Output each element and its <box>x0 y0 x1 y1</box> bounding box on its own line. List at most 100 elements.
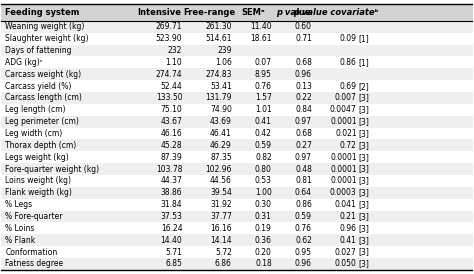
Text: 45.28: 45.28 <box>161 141 182 150</box>
Text: 0.96: 0.96 <box>295 259 312 269</box>
Text: 46.41: 46.41 <box>210 129 232 138</box>
Text: 0.22: 0.22 <box>295 93 312 102</box>
Text: [1]: [1] <box>358 58 369 67</box>
Text: 0.0001: 0.0001 <box>330 165 357 174</box>
Bar <box>1 116 473 128</box>
Text: Loins weight (kg): Loins weight (kg) <box>5 176 71 185</box>
Text: 0.64: 0.64 <box>295 188 312 197</box>
Text: Weaning weight (kg): Weaning weight (kg) <box>5 22 84 31</box>
Text: [3]: [3] <box>358 236 369 245</box>
Text: p value: p value <box>276 8 311 17</box>
Bar <box>1 175 473 187</box>
Text: % Fore-quarter: % Fore-quarter <box>5 212 63 221</box>
Text: 102.96: 102.96 <box>205 165 232 174</box>
Text: 0.41: 0.41 <box>255 117 272 126</box>
Text: 44.37: 44.37 <box>161 176 182 185</box>
Text: [3]: [3] <box>358 165 369 174</box>
Text: 16.16: 16.16 <box>210 224 232 233</box>
Text: 37.77: 37.77 <box>210 212 232 221</box>
Text: SEMᵃ: SEMᵃ <box>242 8 265 17</box>
Text: Leg perimeter (cm): Leg perimeter (cm) <box>5 117 79 126</box>
Text: 53.41: 53.41 <box>210 82 232 91</box>
Bar <box>1 21 473 33</box>
Text: 0.96: 0.96 <box>340 224 357 233</box>
Text: 0.21: 0.21 <box>340 212 357 221</box>
Text: 0.71: 0.71 <box>295 34 312 43</box>
Text: 0.20: 0.20 <box>255 248 272 257</box>
Text: Carcass yield (%): Carcass yield (%) <box>5 82 72 91</box>
Text: 0.0001: 0.0001 <box>330 117 357 126</box>
Text: 46.16: 46.16 <box>161 129 182 138</box>
Text: 0.30: 0.30 <box>255 200 272 209</box>
Text: 6.85: 6.85 <box>165 259 182 269</box>
Text: 0.69: 0.69 <box>340 82 357 91</box>
Bar <box>1 234 473 246</box>
Text: 0.0047: 0.0047 <box>330 105 357 114</box>
Text: 514.61: 514.61 <box>205 34 232 43</box>
Text: 0.86: 0.86 <box>340 58 357 67</box>
Bar <box>1 68 473 80</box>
Text: [3]: [3] <box>358 176 369 185</box>
Bar <box>1 45 473 56</box>
Text: 5.72: 5.72 <box>215 248 232 257</box>
Bar <box>1 128 473 139</box>
Text: Feeding system: Feeding system <box>5 8 80 17</box>
Bar <box>1 163 473 175</box>
Bar <box>1 246 473 258</box>
Text: 0.59: 0.59 <box>295 212 312 221</box>
Text: 14.40: 14.40 <box>161 236 182 245</box>
Text: [3]: [3] <box>358 200 369 209</box>
Text: 0.13: 0.13 <box>295 82 312 91</box>
Text: 0.84: 0.84 <box>295 105 312 114</box>
Text: 52.44: 52.44 <box>161 82 182 91</box>
Text: 261.30: 261.30 <box>205 22 232 31</box>
Text: Free-range: Free-range <box>183 8 235 17</box>
Text: 0.07: 0.07 <box>255 58 272 67</box>
Text: Thorax depth (cm): Thorax depth (cm) <box>5 141 76 150</box>
Text: Leg width (cm): Leg width (cm) <box>5 129 63 138</box>
Text: 0.31: 0.31 <box>255 212 272 221</box>
Text: 43.67: 43.67 <box>161 117 182 126</box>
Text: 239: 239 <box>217 46 232 55</box>
Text: 0.0001: 0.0001 <box>330 153 357 162</box>
Text: 0.53: 0.53 <box>255 176 272 185</box>
Text: 74.90: 74.90 <box>210 105 232 114</box>
Text: 0.007: 0.007 <box>335 93 357 102</box>
Bar <box>1 4 473 21</box>
Text: 0.021: 0.021 <box>335 129 357 138</box>
Text: 103.78: 103.78 <box>156 165 182 174</box>
Text: Carcass weight (kg): Carcass weight (kg) <box>5 70 81 79</box>
Text: 31.92: 31.92 <box>210 200 232 209</box>
Text: Days of fattening: Days of fattening <box>5 46 72 55</box>
Text: [3]: [3] <box>358 188 369 197</box>
Text: 87.35: 87.35 <box>210 153 232 162</box>
Text: 0.68: 0.68 <box>295 58 312 67</box>
Text: 0.0003: 0.0003 <box>330 188 357 197</box>
Text: 0.68: 0.68 <box>295 129 312 138</box>
Text: 0.59: 0.59 <box>255 141 272 150</box>
Bar <box>1 222 473 234</box>
Text: 232: 232 <box>168 46 182 55</box>
Text: 5.71: 5.71 <box>165 248 182 257</box>
Text: 1.57: 1.57 <box>255 93 272 102</box>
Text: 46.29: 46.29 <box>210 141 232 150</box>
Text: 0.80: 0.80 <box>255 165 272 174</box>
Text: 18.61: 18.61 <box>250 34 272 43</box>
Bar <box>1 199 473 211</box>
Bar <box>1 33 473 45</box>
Bar <box>1 139 473 151</box>
Text: Leg length (cm): Leg length (cm) <box>5 105 66 114</box>
Text: 1.10: 1.10 <box>165 58 182 67</box>
Text: p value covariateᵇ: p value covariateᵇ <box>293 8 379 17</box>
Bar <box>1 151 473 163</box>
Text: Legs weight (kg): Legs weight (kg) <box>5 153 69 162</box>
Text: 11.40: 11.40 <box>250 22 272 31</box>
Bar <box>1 56 473 68</box>
Bar <box>1 80 473 92</box>
Text: ADG (kg)ᶜ: ADG (kg)ᶜ <box>5 58 43 67</box>
Text: 0.42: 0.42 <box>255 129 272 138</box>
Text: % Legs: % Legs <box>5 200 32 209</box>
Text: Flank weigth (kg): Flank weigth (kg) <box>5 188 72 197</box>
Text: 1.00: 1.00 <box>255 188 272 197</box>
Text: 133.50: 133.50 <box>156 93 182 102</box>
